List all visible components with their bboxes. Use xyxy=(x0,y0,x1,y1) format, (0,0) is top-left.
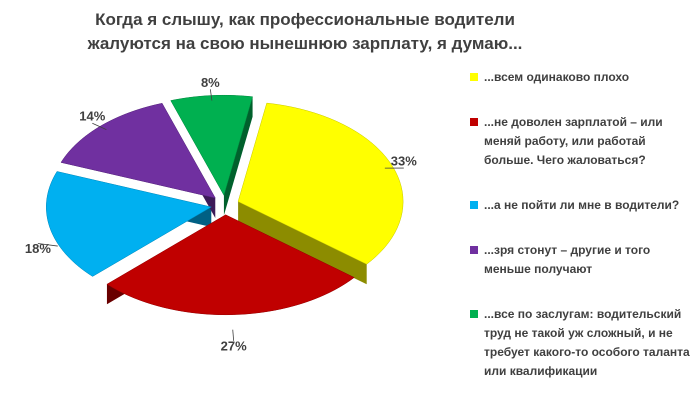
legend-label: ...всем одинаково плохо xyxy=(484,70,630,84)
legend-label: ...не доволен зарплатой – или меняй рабо… xyxy=(484,115,663,167)
leader-line xyxy=(37,243,58,247)
legend-swatch xyxy=(470,310,478,318)
data-label: 18% xyxy=(25,241,51,256)
legend-swatch xyxy=(470,118,478,126)
legend-swatch xyxy=(470,246,478,254)
legend-item: ...не доволен зарплатой – или меняй рабо… xyxy=(468,113,694,170)
data-label: 33% xyxy=(391,154,417,169)
leader-line xyxy=(92,122,107,130)
legend-label: ...а не пойти ли мне в водители? xyxy=(484,198,680,212)
leader-line xyxy=(232,329,235,341)
chart-title: Когда я слышу, как профессиональные води… xyxy=(87,10,523,53)
legend-item: ...зря стонут – другие и того меньше пол… xyxy=(468,241,694,279)
legend-item: ...а не пойти ли мне в водители? xyxy=(468,196,694,215)
leader-line xyxy=(209,89,213,101)
slice xyxy=(237,102,404,265)
legend-item: ...все по заслугам: водительский труд не… xyxy=(468,305,694,381)
legend: ...всем одинаково плохо ...не доволен зар… xyxy=(468,68,694,381)
data-label: 14% xyxy=(79,109,105,124)
data-label: 27% xyxy=(221,338,247,353)
legend-label: ...все по заслугам: водительский труд не… xyxy=(484,307,690,378)
legend-swatch xyxy=(470,201,478,209)
chart: 33% 27% 18% 14% 8% xyxy=(25,75,417,354)
legend-swatch xyxy=(470,73,478,81)
legend-item: ...всем одинаково плохо xyxy=(468,68,694,87)
slice xyxy=(106,214,355,316)
slice xyxy=(46,171,212,277)
data-label: 8% xyxy=(201,75,220,90)
legend-label: ...зря стонут – другие и того меньше пол… xyxy=(484,243,651,276)
